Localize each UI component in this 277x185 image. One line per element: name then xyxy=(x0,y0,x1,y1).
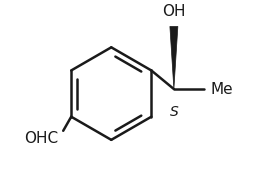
Text: OHC: OHC xyxy=(24,131,58,146)
Polygon shape xyxy=(170,26,178,89)
Text: Me: Me xyxy=(210,82,233,97)
Text: S: S xyxy=(170,105,179,119)
Text: OH: OH xyxy=(162,4,186,19)
